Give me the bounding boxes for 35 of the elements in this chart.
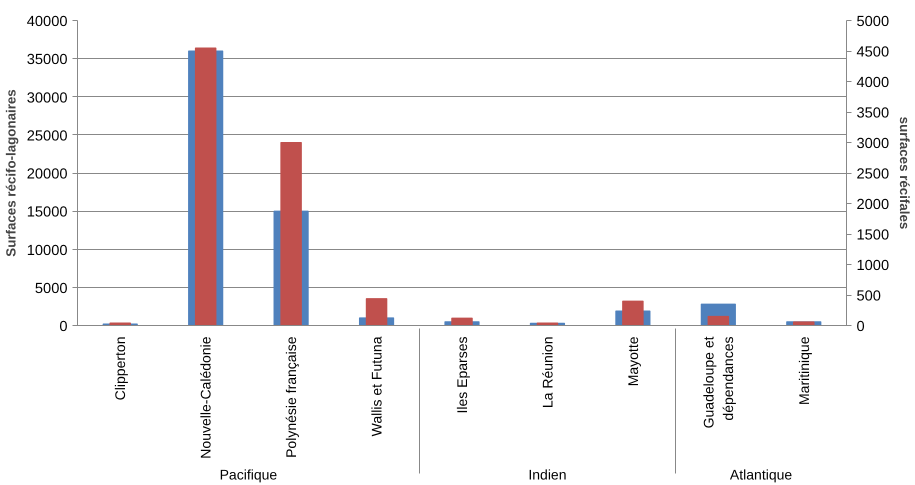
y2-tick-label: 3500 — [856, 106, 890, 122]
y-tick-label: 40000 — [26, 14, 68, 30]
x-tick-label: Iles Eparses — [454, 336, 470, 414]
x-tick-label: Mayotte — [624, 336, 641, 386]
text: Indien — [528, 466, 567, 483]
y2-tick-label: 500 — [856, 288, 881, 304]
x-tick-label: La Réunion — [539, 336, 556, 408]
y2-tick-label: 1000 — [856, 258, 890, 274]
y2-tick-label: 2000 — [856, 197, 890, 213]
y2-tick-label: 5000 — [856, 14, 890, 30]
x-tick-label: Clipperton — [112, 336, 128, 400]
text: Pacifique — [220, 466, 278, 483]
x-tick-label: Nouvelle-Calédonie — [198, 336, 214, 459]
y2-tick-label: 1500 — [856, 228, 890, 244]
y-axis-title: Surfaces récifo-lagonaires — [4, 89, 19, 257]
y2-axis-title: surfaces récifales — [897, 116, 912, 230]
y2-tick-label: 3000 — [856, 136, 890, 152]
y-tick-label: 30000 — [26, 90, 68, 106]
y2-tick-label: 2500 — [856, 166, 890, 182]
y-tick-label: 0 — [59, 319, 68, 335]
y2-tick-label: 0 — [856, 319, 865, 335]
text: Atlantique — [730, 466, 792, 483]
y-tick-label: 15000 — [26, 204, 68, 221]
x-tick-label: Wallis et Futuna — [368, 336, 385, 436]
y2-tick-label: 4000 — [856, 75, 890, 91]
x-tick-label: Polynésie française — [283, 336, 300, 458]
y2-tick-label: 4500 — [856, 44, 890, 60]
y-tick-label: 10000 — [26, 242, 68, 259]
y-tick-label: 25000 — [26, 128, 68, 144]
bar — [708, 316, 730, 326]
x-tick-label: Guadeloupe et dépendances — [700, 336, 736, 428]
y-tick-label: 5000 — [34, 280, 68, 297]
y-tick-label: 20000 — [26, 166, 68, 182]
x-tick-label: Maritinique — [796, 336, 812, 405]
y-tick-label: 35000 — [26, 52, 68, 68]
